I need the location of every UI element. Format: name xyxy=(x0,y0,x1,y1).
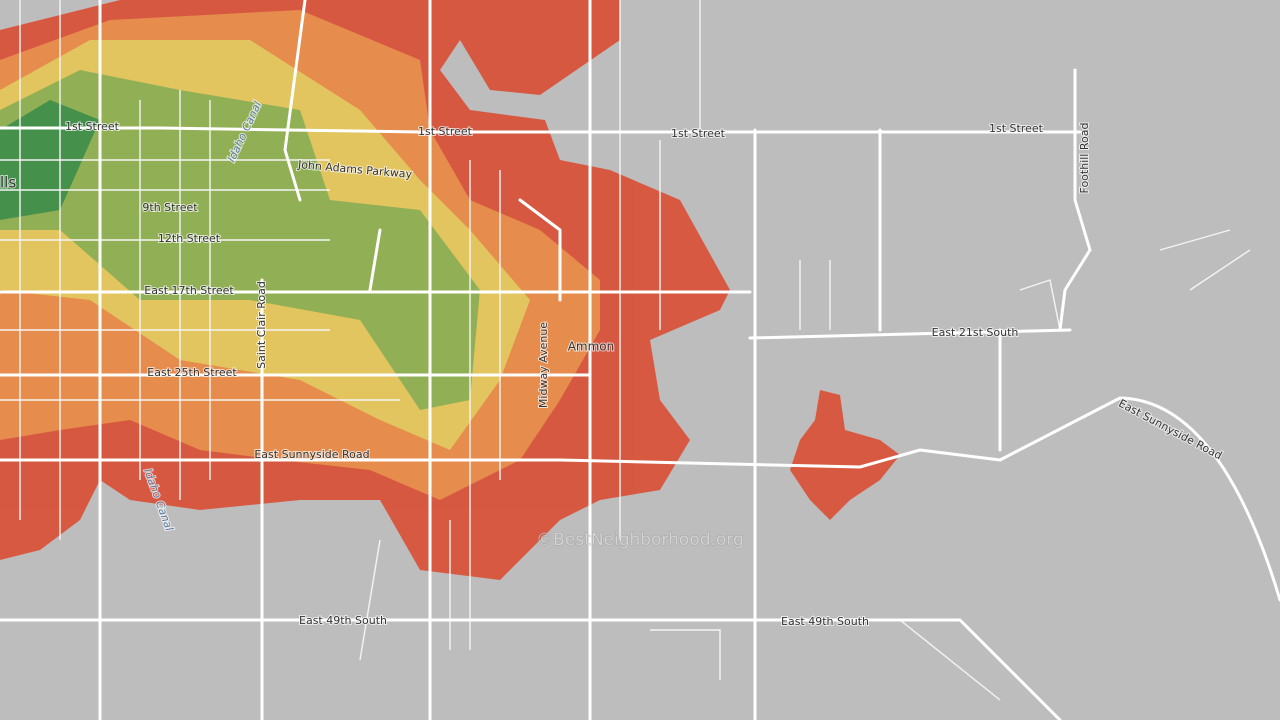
street-label: Saint Clair Road xyxy=(255,281,268,369)
street-label: East 49th South xyxy=(299,614,387,627)
street-label: 1st Street xyxy=(65,120,120,133)
street-label: Midway Avenue xyxy=(537,322,550,408)
street-label: 1st Street xyxy=(418,125,473,138)
street-label: East 21st South xyxy=(932,326,1019,339)
road xyxy=(748,328,1072,340)
road xyxy=(0,618,1062,722)
heat-red-east xyxy=(790,390,900,520)
city-label: lls xyxy=(0,174,16,192)
street-label: 9th Street xyxy=(142,201,198,214)
road xyxy=(98,0,1002,722)
road xyxy=(283,0,562,302)
street-label: East Sunnyside Road xyxy=(254,448,369,461)
watermark: ©BestNeighborhood.org xyxy=(536,530,744,550)
minor-streets xyxy=(0,0,1251,701)
street-label: East 49th South xyxy=(781,615,869,628)
road xyxy=(0,126,1082,134)
street-label: Foothill Road xyxy=(1078,123,1091,194)
road xyxy=(0,396,1280,602)
place-label: Ammon xyxy=(568,340,615,354)
street-label: 1st Street xyxy=(671,127,726,140)
street-label: East 25th Street xyxy=(147,366,237,379)
street-label: 1st Street xyxy=(989,122,1044,135)
heatmap xyxy=(0,0,900,580)
street-label: East 17th Street xyxy=(144,284,234,297)
road xyxy=(1058,68,1092,332)
street-label: 12th Street xyxy=(158,232,221,245)
minor-street xyxy=(0,0,1251,701)
